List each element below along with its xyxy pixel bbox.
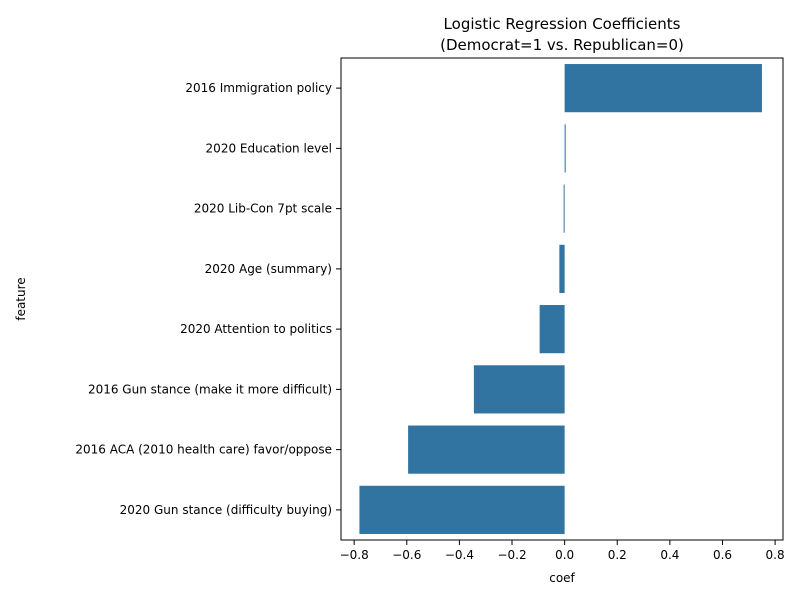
chart-title: Logistic Regression Coefficients xyxy=(444,15,681,33)
x-axis-label: coef xyxy=(549,571,575,585)
y-tick-label-5: 2016 Gun stance (make it more difficult) xyxy=(88,382,332,396)
x-axis: −0.8 −0.6 −0.4 −0.2 0.0 0.2 0.4 0.6 0.8 xyxy=(340,540,785,562)
x-tick-label-6: 0.4 xyxy=(660,548,679,562)
bar-6 xyxy=(408,425,565,474)
bar-7 xyxy=(359,485,565,534)
y-tick-label-4: 2020 Attention to politics xyxy=(180,322,332,336)
y-axis-label: feature xyxy=(14,277,28,320)
y-tick-label-2: 2020 Lib-Con 7pt scale xyxy=(194,202,332,216)
x-tick-label-8: 0.8 xyxy=(766,548,785,562)
x-tick-label-3: −0.2 xyxy=(497,548,526,562)
y-tick-label-3: 2020 Age (summary) xyxy=(205,262,332,276)
y-tick-labels: 2016 Immigration policy 2020 Education le… xyxy=(75,81,341,517)
y-tick-label-1: 2020 Education level xyxy=(206,141,332,155)
x-tick-label-7: 0.6 xyxy=(713,548,732,562)
bar-0 xyxy=(564,64,762,113)
x-tick-label-4: 0.0 xyxy=(555,548,574,562)
bar-5 xyxy=(473,365,565,414)
bars-layer xyxy=(359,64,762,534)
bar-2 xyxy=(563,184,565,233)
y-tick-label-7: 2020 Gun stance (difficulty buying) xyxy=(120,503,332,517)
y-tick-label-0: 2016 Immigration policy xyxy=(185,81,332,95)
bar-3 xyxy=(559,244,565,293)
x-tick-label-0: −0.8 xyxy=(340,548,369,562)
x-tick-label-5: 0.2 xyxy=(608,548,627,562)
y-tick-label-6: 2016 ACA (2010 health care) favor/oppose xyxy=(75,443,332,457)
chart-title-group: Logistic Regression Coefficients (Democr… xyxy=(440,15,684,54)
x-tick-label-1: −0.6 xyxy=(392,548,421,562)
chart-subtitle: (Democrat=1 vs. Republican=0) xyxy=(440,36,684,54)
bar-4 xyxy=(539,305,565,354)
plot-frame xyxy=(340,57,784,541)
bar-1 xyxy=(564,124,566,173)
x-tick-label-2: −0.4 xyxy=(445,548,474,562)
